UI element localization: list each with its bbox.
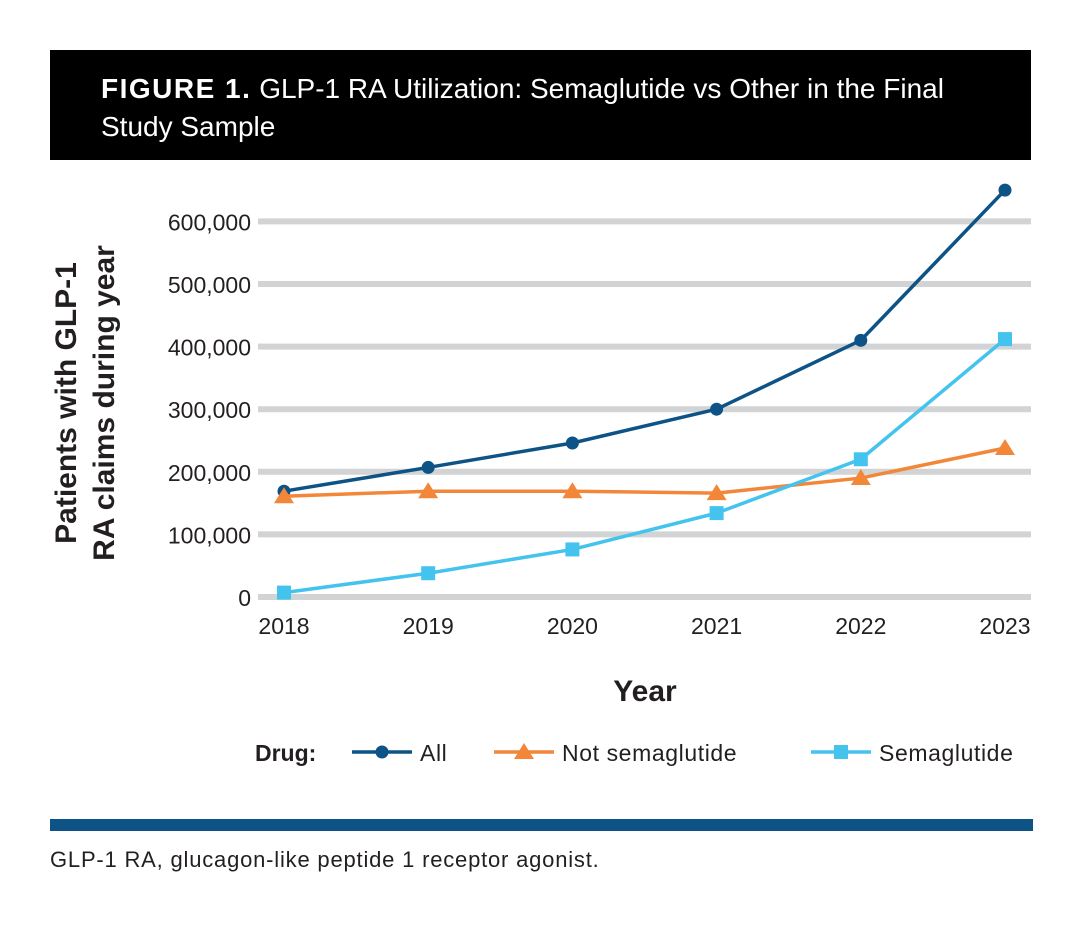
legend-label: Not semaglutide: [562, 740, 737, 766]
data-point: [565, 436, 579, 450]
y-axis-title: Patients with GLP-1 RA claims during year: [50, 245, 121, 561]
y-tick-label: 300,000: [168, 397, 251, 423]
data-point: [565, 542, 580, 557]
y-tick-label: 100,000: [168, 522, 251, 548]
y-tick-label: 200,000: [168, 460, 251, 486]
legend-label: Semaglutide: [879, 740, 1013, 766]
data-point: [421, 566, 436, 581]
data-point: [706, 484, 727, 501]
x-tick-label: 2018: [258, 613, 309, 639]
data-point: [850, 469, 871, 486]
footer-rule: [50, 819, 1033, 831]
footnote: GLP-1 RA, glucagon-like peptide 1 recept…: [50, 847, 600, 872]
y-tick-label: 600,000: [168, 209, 251, 235]
x-axis-title: Year: [613, 675, 677, 708]
data-point: [995, 439, 1015, 456]
data-point: [277, 585, 291, 600]
series-line-1: [283, 446, 1006, 498]
data-point: [709, 506, 724, 521]
x-tick-label: 2023: [979, 613, 1030, 639]
legend-marker: [834, 745, 848, 759]
figure-header: FIGURE 1. GLP-1 RA Utilization: Semaglut…: [50, 50, 1031, 160]
x-tick-label: 2019: [403, 613, 454, 639]
y-tick-label: 500,000: [168, 272, 251, 298]
y-tick-label: 0: [238, 585, 251, 611]
data-point: [853, 452, 868, 467]
legend-label: All: [420, 740, 447, 766]
data-point: [998, 183, 1012, 197]
series-line-0: [283, 188, 1007, 493]
data-point: [562, 482, 583, 499]
x-tick-label: 2021: [691, 613, 742, 639]
figure-label: FIGURE 1.: [101, 73, 252, 104]
y-axis-title-line: Patients with GLP-1: [50, 262, 83, 544]
series-line-2: [283, 337, 1007, 595]
y-axis-title-line: RA claims during year: [88, 245, 121, 561]
data-point: [998, 332, 1012, 347]
x-tick-label: 2022: [835, 613, 886, 639]
data-point: [418, 482, 439, 499]
data-point: [710, 402, 724, 416]
legend-title: Drug:: [255, 740, 316, 766]
legend-marker: [375, 745, 389, 759]
legend-marker: [514, 743, 534, 759]
line-chart: 0 100,000 200,000 300,000 400,000 500,000 600,…: [50, 183, 1031, 766]
data-point: [274, 487, 294, 504]
data-point: [854, 333, 868, 347]
x-tick-label: 2020: [547, 613, 598, 639]
figure-title: FIGURE 1. GLP-1 RA Utilization: Semaglut…: [101, 70, 980, 146]
figure-title-text: GLP-1 RA Utilization: Semaglutide vs Oth…: [101, 73, 944, 142]
data-point: [421, 460, 435, 474]
y-tick-label: 400,000: [168, 335, 251, 361]
